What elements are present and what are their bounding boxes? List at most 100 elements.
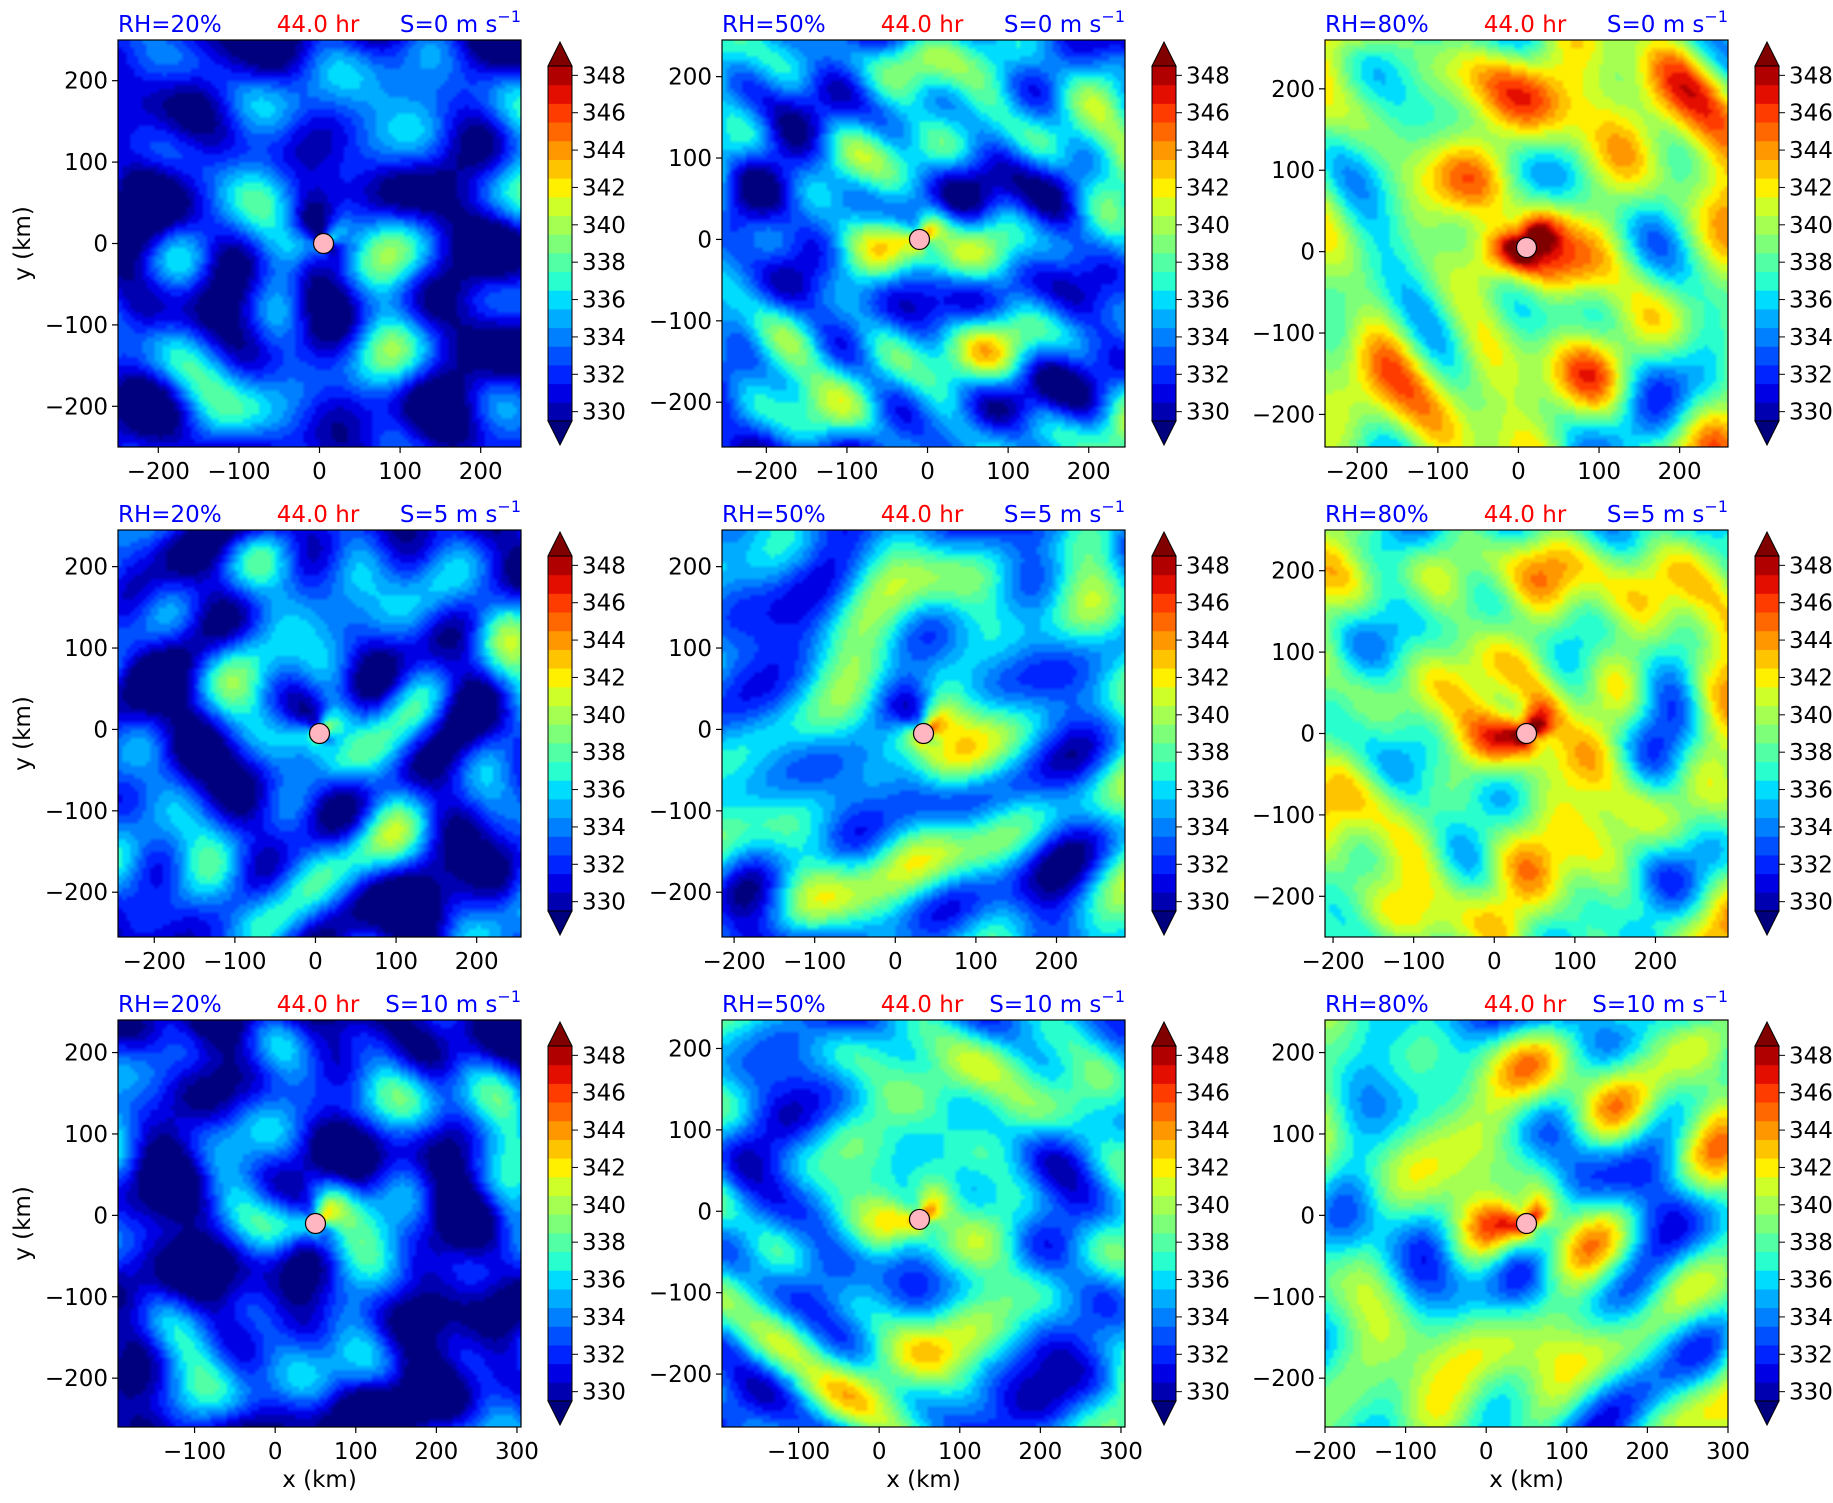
colorbar-tick-label: 338 [1789, 740, 1833, 766]
colorbar-frame [1151, 555, 1177, 912]
colorbar-band [1755, 630, 1779, 650]
x-tick-label: 100 [378, 459, 422, 485]
x-tick-label: −200 [1326, 459, 1389, 485]
y-tick-label: 200 [1271, 77, 1315, 103]
x-tick-label: 0 [888, 949, 903, 975]
colorbar-band [1152, 122, 1176, 142]
colorbar-band [1152, 761, 1176, 781]
colorbar-band [1755, 1232, 1779, 1253]
y-tick-label: 100 [668, 1118, 712, 1144]
colorbar-frame [547, 65, 573, 422]
colorbar-tick-label: 346 [1186, 591, 1230, 617]
colorbar-band [548, 1083, 572, 1103]
y-tick-label: 100 [1271, 158, 1315, 184]
x-tick-label: 200 [455, 949, 499, 975]
x-tick-label: 300 [495, 1439, 539, 1465]
colorbar-band [548, 761, 572, 781]
colorbar-band [1152, 215, 1176, 235]
colorbar-band [548, 574, 572, 594]
x-tick-label: −200 [703, 949, 766, 975]
colorbar-band [1152, 1307, 1176, 1327]
axes-frame [721, 39, 1126, 448]
colorbar-band [1755, 761, 1779, 781]
colorbar-tick-label: 330 [1789, 1380, 1833, 1406]
colorbar-tick-label: 340 [582, 213, 626, 239]
x-tick-label: 100 [334, 1439, 378, 1465]
axes-frame [721, 529, 1126, 938]
panel-2-1: −200 −100 0 100 200 −200 −100 0 100 200 y (km) RH=2… [10, 497, 626, 975]
colorbar-tick-label: 334 [1186, 325, 1230, 351]
colorbar-band [1755, 1363, 1779, 1383]
panel-3-1: −100 0 100 200 300 −200 −100 0 100 200 y (km) x (km… [10, 987, 626, 1493]
colorbar-extend-min [1754, 420, 1780, 447]
y-tick-label: 200 [668, 1036, 712, 1062]
colorbar-tick-label: 342 [582, 1155, 626, 1181]
axes-frame [721, 1019, 1126, 1428]
colorbar-band [1152, 1176, 1176, 1196]
colorbar-band [1755, 1158, 1779, 1178]
colorbar-band [1152, 1046, 1176, 1066]
colorbar-band [1152, 103, 1176, 123]
panel-title-rh: RH=50% [722, 502, 826, 528]
panel-1-1: −200 −100 0 100 200 −200 −100 0 100 200 y (km) RH=2… [10, 7, 626, 485]
colorbar-tick-label: 340 [582, 1193, 626, 1219]
axes-frame [117, 1019, 522, 1428]
colorbar-band [1755, 159, 1779, 179]
colorbar-tick-label: 338 [1186, 740, 1230, 766]
colorbar-band [1755, 742, 1779, 763]
colorbar-band [1152, 1083, 1176, 1103]
colorbar-band [548, 84, 572, 104]
colorbar-tick-label: 346 [1789, 101, 1833, 127]
colorbar-tick-label: 342 [1186, 1155, 1230, 1181]
x-tick-label: 100 [374, 949, 418, 975]
colorbar-tick-label: 332 [582, 1342, 626, 1368]
colorbar-band [548, 686, 572, 706]
colorbar-band [548, 705, 572, 725]
y-tick-label: 200 [64, 1041, 108, 1067]
colorbar-band [548, 140, 572, 160]
colorbar-band [1755, 705, 1779, 725]
colorbar-tick-label: 330 [582, 400, 626, 426]
colorbar-band [1152, 364, 1176, 385]
x-tick-label: 200 [1067, 459, 1111, 485]
y-tick-label: 0 [1300, 240, 1315, 266]
panel-title-shear: S=0 m s−1 [1004, 7, 1125, 38]
y-tick-label: 200 [1271, 559, 1315, 585]
colorbar-band [548, 215, 572, 235]
y-tick-label: 0 [697, 717, 712, 743]
colorbar-band [1755, 1251, 1779, 1271]
colorbar-band [1755, 364, 1779, 385]
colorbar-band [1152, 686, 1176, 706]
colorbar-band [1152, 1363, 1176, 1383]
colorbar-band [548, 1214, 572, 1234]
panel-2-3: −200 −100 0 100 200 −200 −100 0 100 200 RH=80% 44.0… [1252, 497, 1833, 975]
colorbar-band [548, 364, 572, 385]
colorbar-band [548, 649, 572, 669]
colorbar-extend-max [1754, 1020, 1780, 1047]
x-tick-label: 200 [1658, 459, 1702, 485]
colorbar-tick-label: 332 [1789, 852, 1833, 878]
colorbar-tick-label: 336 [1186, 1268, 1230, 1294]
colorbar-tick-label: 346 [1789, 1081, 1833, 1107]
storm-center-marker [1515, 236, 1538, 259]
colorbar-tick-label: 348 [1186, 63, 1230, 89]
y-tick-label: 100 [668, 146, 712, 172]
colorbar-band [548, 1158, 572, 1178]
y-tick-label: 200 [668, 555, 712, 581]
panel-title-shear: S=10 m s−1 [385, 987, 521, 1018]
colorbar-band [1152, 196, 1176, 216]
colorbar-tick-label: 342 [1789, 665, 1833, 691]
x-tick-label: 200 [1625, 1439, 1669, 1465]
colorbar-tick-label: 338 [582, 250, 626, 276]
colorbar-tick-label: 336 [582, 288, 626, 314]
colorbar-tick-label: 330 [1186, 1380, 1230, 1406]
colorbar-band [1755, 122, 1779, 142]
y-tick-label: −100 [45, 1285, 108, 1311]
storm-center-marker [912, 722, 935, 745]
colorbar-band [1152, 308, 1176, 329]
colorbar-band [1152, 1102, 1176, 1122]
colorbar-band [548, 593, 572, 613]
x-tick-label: 0 [1487, 949, 1502, 975]
colorbar-band [548, 308, 572, 329]
colorbar-band [1152, 1158, 1176, 1178]
